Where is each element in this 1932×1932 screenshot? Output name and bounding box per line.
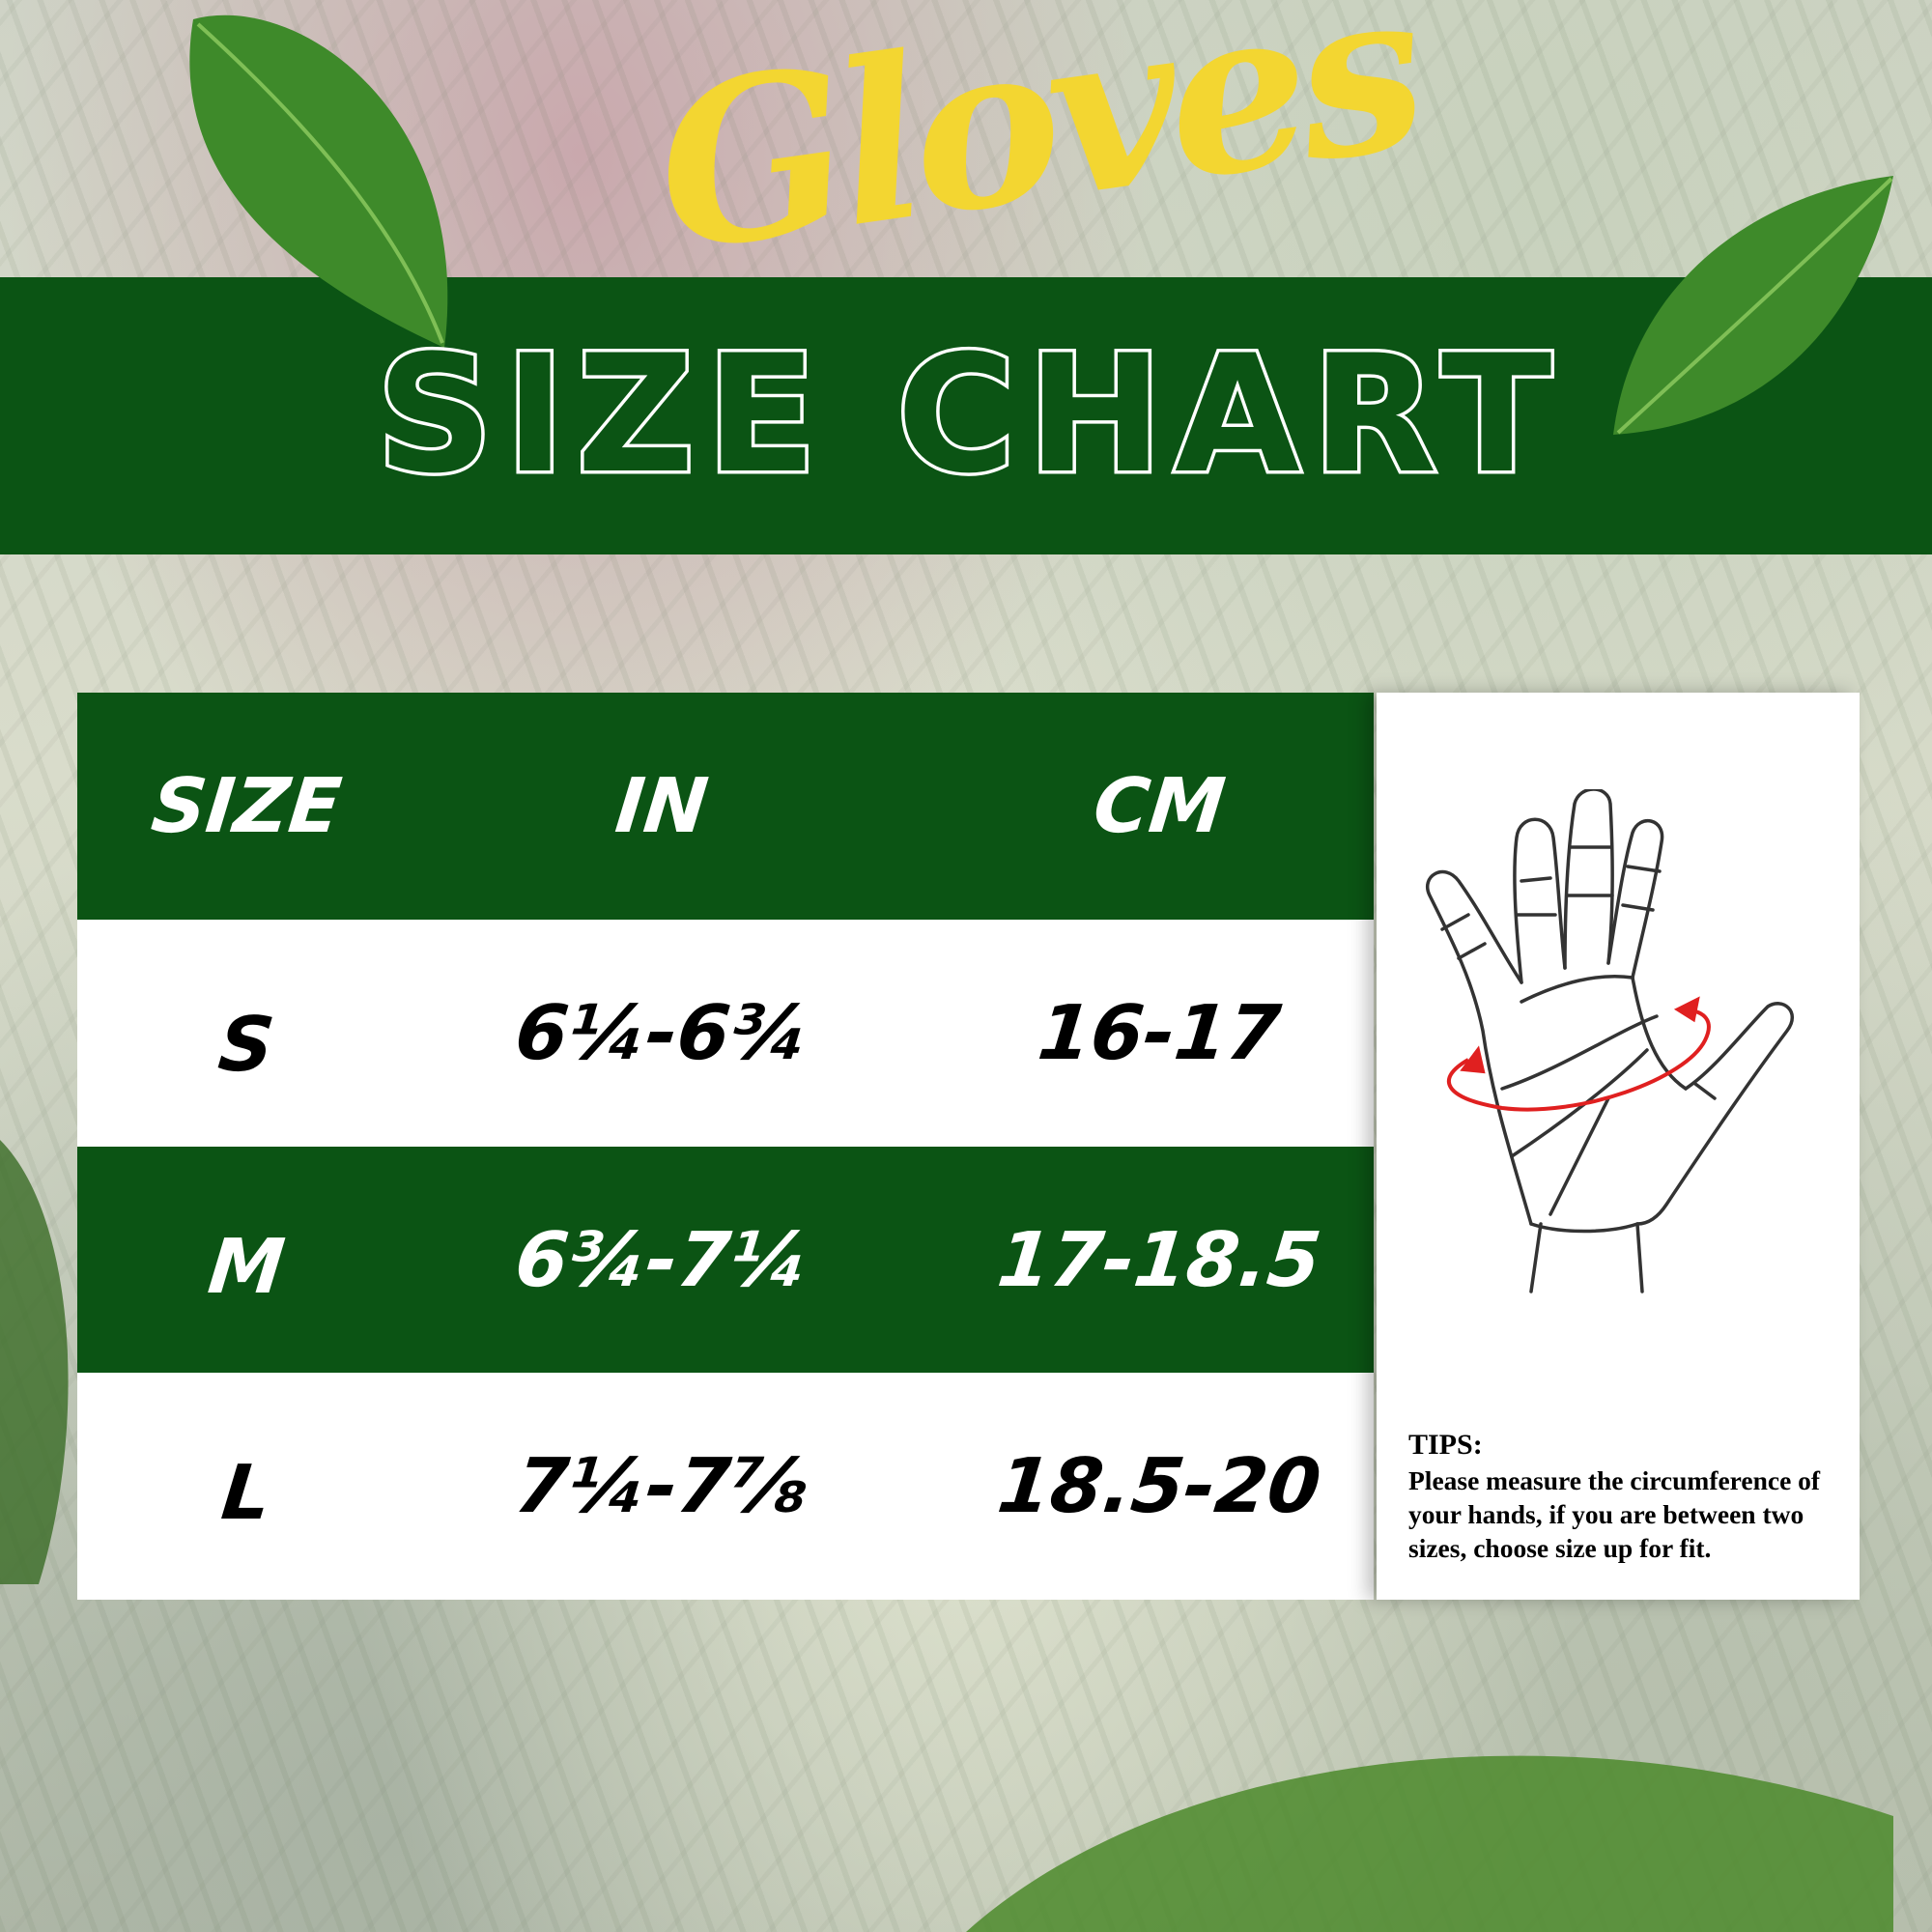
leaf-bottom (966, 1755, 1893, 1932)
tips-text: Please measure the circumference of your… (1408, 1465, 1821, 1563)
cell-size: M (204, 1224, 289, 1311)
header-cm: CM (1089, 762, 1230, 850)
table-header: SIZE IN CM (77, 693, 1374, 920)
cell-in: 6¾-7¼ (511, 1216, 812, 1304)
hand-measurement-icon (1426, 789, 1794, 1293)
table-row: S 6¼-6¾ 16-17 (77, 920, 1374, 1147)
table-row: M 6¾-7¼ 17-18.5 (77, 1147, 1374, 1374)
header-in: IN (611, 762, 712, 850)
tips-title: TIPS: (1408, 1429, 1483, 1461)
page-title: SIZE CHART (373, 320, 1564, 509)
leaf-right (1613, 176, 1893, 435)
leaf-top-left (189, 14, 448, 349)
tips-panel: TIPS: Please measure the circumference o… (1377, 693, 1860, 1600)
header-size: SIZE (147, 762, 346, 850)
cell-in: 6¼-6¾ (511, 989, 812, 1077)
cell-size: S (214, 1002, 278, 1089)
title-banner (0, 277, 1932, 554)
cell-cm: 18.5-20 (993, 1442, 1325, 1530)
cell-in: 7¼-7⅞ (511, 1442, 812, 1530)
cell-cm: 17-18.5 (993, 1216, 1325, 1304)
size-table: SIZE IN CM S 6¼-6¾ 16-17 M 6¾-7¼ 17-18.5… (77, 693, 1374, 1600)
cell-cm: 16-17 (1034, 989, 1285, 1077)
table-row: L 7¼-7⅞ 18.5-20 (77, 1373, 1374, 1600)
cell-size: L (217, 1450, 275, 1537)
leaf-left (0, 1140, 69, 1584)
